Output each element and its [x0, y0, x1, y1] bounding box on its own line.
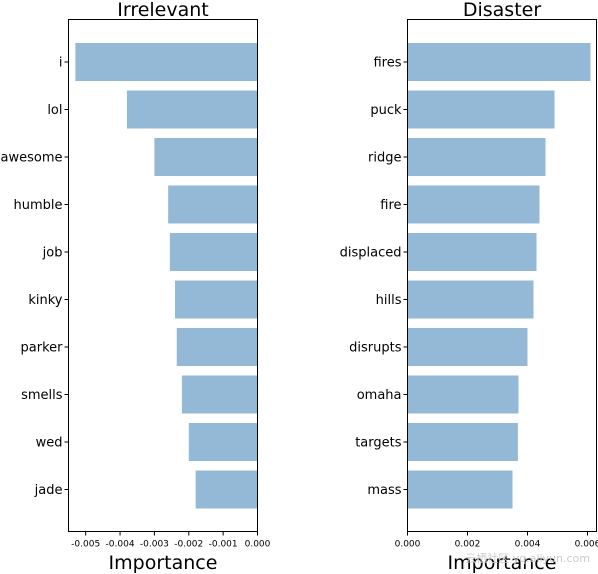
- category-label-disrupts: disrupts: [349, 341, 402, 356]
- category-label-kinky: kinky: [28, 293, 62, 308]
- category-label-jade: jade: [34, 483, 63, 498]
- bar-job: [169, 233, 258, 271]
- category-label-displaced: displaced: [340, 246, 402, 261]
- bar-humble: [168, 185, 258, 224]
- x-tick-label: -0.002: [174, 540, 203, 550]
- category-label-ridge: ridge: [368, 151, 401, 166]
- category-label-omaha: omaha: [357, 388, 402, 403]
- x-tick-label: -0.005: [71, 540, 100, 550]
- category-labels-disaster: fires puck ridge fire displaced hills disrupts…: [340, 56, 408, 498]
- x-tick-label: 0.002: [455, 540, 481, 550]
- category-label-targets: targets: [355, 436, 402, 451]
- category-label-humble: humble: [13, 198, 62, 213]
- bar-ridge: [407, 138, 546, 176]
- category-label-fire: fire: [380, 198, 401, 213]
- bar-smells: [181, 375, 258, 414]
- category-label-mass: mass: [367, 483, 401, 498]
- x-axis-label-disaster: Importance: [448, 552, 557, 574]
- bar-omaha: [407, 375, 519, 414]
- bar-disrupts: [407, 328, 528, 366]
- axes-frame-irrelevant: [68, 19, 258, 532]
- bar-fires: [407, 43, 591, 81]
- x-tick-label: -0.004: [106, 540, 135, 550]
- bar-displaced: [407, 233, 537, 271]
- bar-targets: [407, 423, 518, 461]
- bar-parker: [176, 328, 258, 366]
- x-ticks-disaster: 0.000 0.002 0.004 0.006: [395, 531, 598, 550]
- bar-fire: [407, 185, 540, 224]
- bar-jade: [195, 470, 258, 509]
- category-label-awesome: awesome: [1, 151, 63, 166]
- category-label-parker: parker: [21, 341, 64, 356]
- category-label-smells: smells: [21, 388, 63, 403]
- x-tick-label: -0.001: [209, 540, 238, 550]
- category-label-lol: lol: [47, 103, 62, 118]
- bar-hills: [407, 280, 534, 319]
- x-tick-label: 0.006: [575, 540, 598, 550]
- category-label-i: i: [59, 56, 63, 71]
- axes-frame-disaster: [407, 19, 597, 532]
- bars-disaster: [407, 43, 591, 509]
- bar-i: [75, 43, 258, 81]
- x-tick-label: 0.004: [515, 540, 541, 550]
- chart-irrelevant: Irrelevant i lol awesome humble job kinky park…: [1, 0, 271, 574]
- bar-wed: [188, 423, 258, 461]
- chart-title-irrelevant: Irrelevant: [117, 0, 209, 21]
- x-axis-label-irrelevant: Importance: [109, 552, 218, 574]
- chart-disaster: Disaster fires puck ridge fire displaced hill…: [340, 0, 598, 574]
- watermark-text: 云栖社区 yq.aliyun.com: [465, 551, 590, 565]
- category-label-hills: hills: [376, 293, 402, 308]
- x-ticks-irrelevant: -0.005 -0.004 -0.003 -0.002 -0.001 0.000: [71, 531, 271, 550]
- bar-awesome: [154, 138, 258, 176]
- bars-irrelevant: [75, 43, 258, 509]
- bar-mass: [407, 470, 513, 509]
- bar-kinky: [175, 280, 258, 319]
- chart-title-disaster: Disaster: [463, 0, 541, 21]
- category-label-fires: fires: [373, 56, 401, 71]
- x-tick-label: -0.003: [140, 540, 169, 550]
- bar-lol: [126, 90, 258, 129]
- x-tick-label: 0.000: [395, 540, 421, 550]
- category-label-puck: puck: [370, 103, 402, 118]
- category-label-wed: wed: [36, 436, 63, 451]
- bar-puck: [407, 90, 555, 129]
- x-tick-label: 0.000: [245, 540, 271, 550]
- category-label-job: job: [42, 246, 63, 261]
- category-labels-irrelevant: i lol awesome humble job kinky parker smells wed…: [1, 56, 69, 498]
